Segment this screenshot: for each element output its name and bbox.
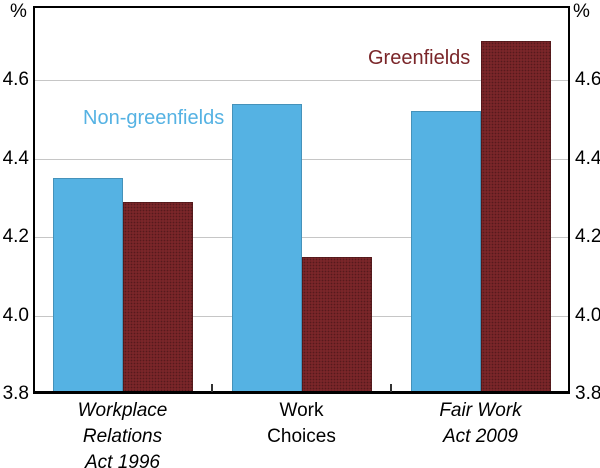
bar-non-greenfields-group-2 <box>231 103 302 394</box>
gridline-4.6 <box>33 80 570 81</box>
x-axis-separator-tick <box>211 384 213 392</box>
y-tick-label-left-3.8: 3.8 <box>2 383 29 404</box>
x-axis-separator-tick <box>390 384 392 392</box>
y-axis-unit-right: % <box>573 1 590 22</box>
y-tick-label-left-4.4: 4.4 <box>2 147 29 169</box>
y-tick-label-left-4.2: 4.2 <box>2 226 29 247</box>
bar-non-greenfields-group-1 <box>52 178 123 394</box>
plot-area: Non-greenfields Greenfields <box>33 6 570 394</box>
y-tick-label-left-4.0: 4.0 <box>2 304 29 326</box>
bar-non-greenfields-group-3 <box>410 111 481 394</box>
gridline-4.4 <box>33 158 570 160</box>
x-category-label-3: Fair Work Act 2009 <box>439 400 522 447</box>
y-tick-label-left-4.6: 4.6 <box>2 69 29 90</box>
y-tick-label-right-4.2: 4.2 <box>575 226 600 247</box>
y-tick-label-right-4.4: 4.4 <box>575 147 600 169</box>
y-tick-label-right-4.6: 4.6 <box>575 69 600 90</box>
y-tick-label-right-3.8: 3.8 <box>575 383 600 404</box>
bar-greenfields-group-2 <box>301 256 372 394</box>
x-category-label-1: Workplace Relations Act 1996 <box>77 400 168 468</box>
bar-greenfields-group-3 <box>480 40 551 394</box>
y-axis-unit-left: % <box>10 1 27 22</box>
legend-non-greenfields-label: Non-greenfields <box>83 107 225 129</box>
legend-greenfields-label: Greenfields <box>368 47 471 69</box>
y-tick-label-right-4.0: 4.0 <box>575 304 600 326</box>
gridline-4.2 <box>33 237 570 238</box>
bar-greenfields-group-1 <box>122 201 193 394</box>
x-category-label-2: Work Choices <box>267 400 336 447</box>
